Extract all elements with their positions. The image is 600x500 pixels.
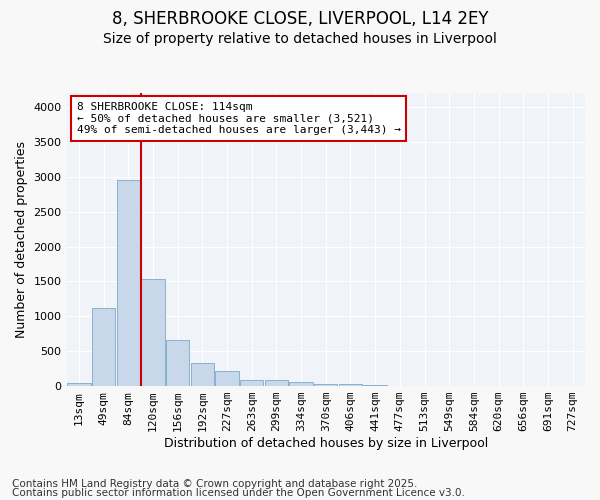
Bar	[364, 384, 387, 386]
Bar	[141, 280, 164, 386]
Bar	[67, 382, 91, 386]
Bar	[215, 372, 239, 386]
Bar	[289, 382, 313, 386]
Text: Contains public sector information licensed under the Open Government Licence v3: Contains public sector information licen…	[12, 488, 465, 498]
Bar	[339, 384, 362, 386]
Text: 8 SHERBROOKE CLOSE: 114sqm
← 50% of detached houses are smaller (3,521)
49% of s: 8 SHERBROOKE CLOSE: 114sqm ← 50% of deta…	[77, 102, 401, 135]
Bar	[240, 380, 263, 386]
X-axis label: Distribution of detached houses by size in Liverpool: Distribution of detached houses by size …	[164, 437, 488, 450]
Y-axis label: Number of detached properties: Number of detached properties	[15, 141, 28, 338]
Bar	[191, 362, 214, 386]
Bar	[265, 380, 288, 386]
Text: Size of property relative to detached houses in Liverpool: Size of property relative to detached ho…	[103, 32, 497, 46]
Text: Contains HM Land Registry data © Crown copyright and database right 2025.: Contains HM Land Registry data © Crown c…	[12, 479, 418, 489]
Bar	[314, 384, 337, 386]
Title: 8, SHERBROOKE CLOSE, LIVERPOOL, L14 2EY
Size of property relative to detached ho: 8, SHERBROOKE CLOSE, LIVERPOOL, L14 2EY …	[0, 499, 1, 500]
Text: 8, SHERBROOKE CLOSE, LIVERPOOL, L14 2EY: 8, SHERBROOKE CLOSE, LIVERPOOL, L14 2EY	[112, 10, 488, 28]
Bar	[166, 340, 190, 386]
Bar	[116, 180, 140, 386]
Bar	[92, 308, 115, 386]
